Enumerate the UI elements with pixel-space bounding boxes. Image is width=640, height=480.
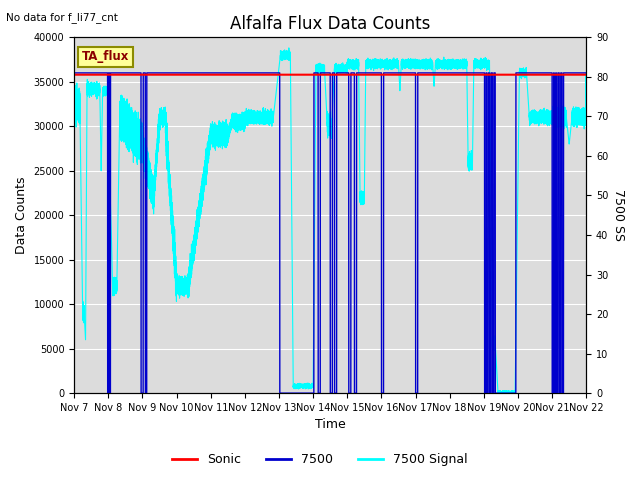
X-axis label: Time: Time	[315, 419, 346, 432]
Legend: Sonic, 7500, 7500 Signal: Sonic, 7500, 7500 Signal	[167, 448, 473, 471]
Y-axis label: 7500 SS: 7500 SS	[612, 189, 625, 241]
Title: Alfalfa Flux Data Counts: Alfalfa Flux Data Counts	[230, 15, 430, 33]
Text: No data for f_li77_cnt: No data for f_li77_cnt	[6, 12, 118, 23]
Text: TA_flux: TA_flux	[82, 50, 129, 63]
Y-axis label: Data Counts: Data Counts	[15, 177, 28, 254]
